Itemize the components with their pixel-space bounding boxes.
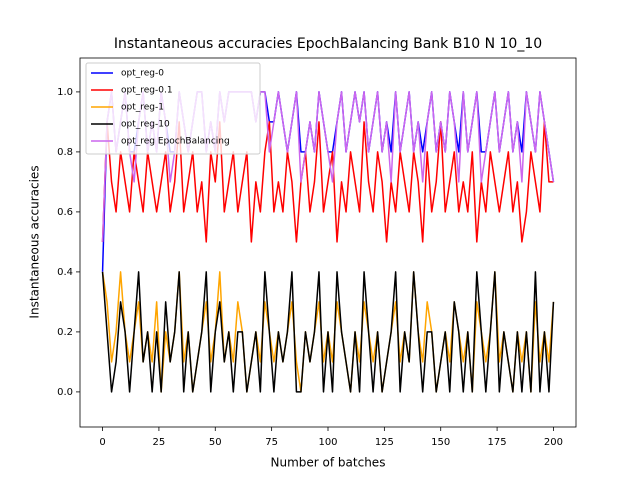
plot-frame bbox=[79, 57, 577, 428]
x-tick-label: 25 bbox=[153, 437, 166, 448]
x-tick-label: 125 bbox=[375, 437, 394, 448]
legend: opt_reg-0 opt_reg-0.1 opt_reg-1 opt_reg-10o… bbox=[85, 62, 261, 155]
y-axis-label: Instantaneous accuracies bbox=[28, 165, 42, 318]
legend-label: opt_reg-1 bbox=[121, 103, 164, 113]
chart-title: Instantaneous accuracies EpochBalancing … bbox=[114, 36, 542, 52]
x-tick-label: 175 bbox=[488, 437, 507, 448]
y-tick-label: 0.8 bbox=[57, 147, 73, 158]
legend-frame bbox=[85, 62, 261, 155]
x-tick-label: 200 bbox=[544, 437, 563, 448]
x-axis-label: Number of batches bbox=[271, 456, 386, 470]
y-tick-label: 0.0 bbox=[57, 387, 73, 398]
y-tick-label: 0.4 bbox=[57, 267, 73, 278]
series-line bbox=[101, 271, 555, 393]
legend-label: opt_reg-0 bbox=[121, 69, 164, 79]
legend-label: opt_reg EpochBalancing bbox=[121, 137, 230, 147]
x-tick-label: 150 bbox=[431, 437, 450, 448]
y-tick-label: 0.2 bbox=[57, 327, 73, 338]
x-tick-label: 0 bbox=[99, 437, 105, 448]
y-tick-label: 1.0 bbox=[57, 87, 73, 98]
x-tick-label: 50 bbox=[209, 437, 222, 448]
legend-label: opt_reg-10 bbox=[121, 120, 170, 130]
x-tick-label: 100 bbox=[318, 437, 337, 448]
y-tick-label: 0.6 bbox=[57, 207, 73, 218]
x-tick-label: 75 bbox=[265, 437, 278, 448]
legend-label: opt_reg-0.1 bbox=[121, 86, 173, 96]
